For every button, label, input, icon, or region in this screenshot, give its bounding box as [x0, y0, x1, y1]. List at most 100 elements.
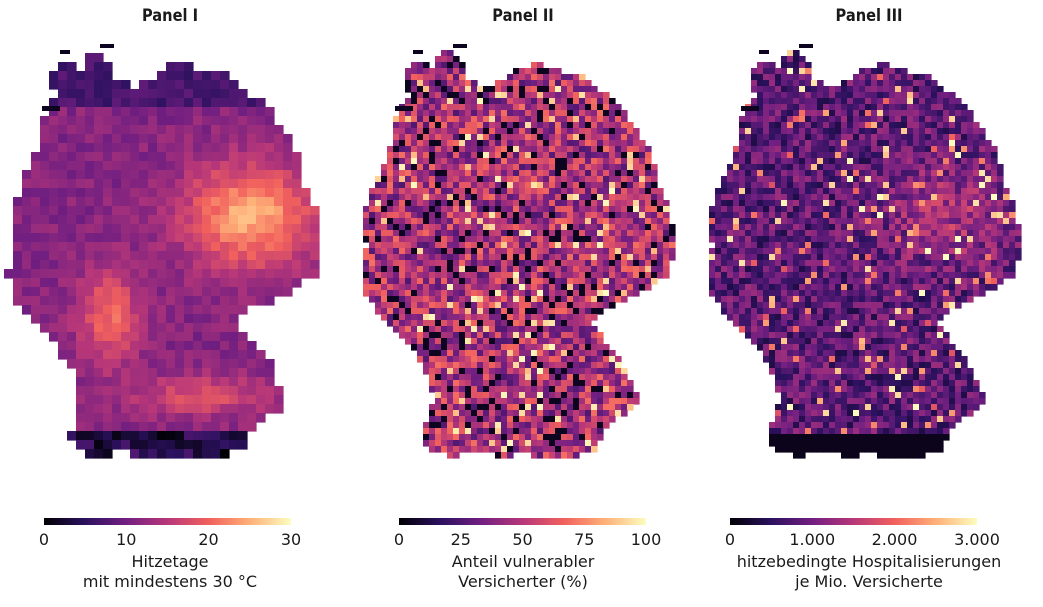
map-region-cell [787, 122, 794, 129]
map-region-cell [585, 224, 592, 231]
map-region-cell [645, 188, 652, 195]
map-region-cell [310, 242, 320, 252]
map-region-cell [507, 242, 514, 249]
map-region-cell [393, 302, 400, 309]
map-region-cell [585, 272, 592, 279]
map-region-cell [139, 134, 149, 144]
map-region-cell [513, 350, 520, 357]
map-region-cell [787, 218, 794, 225]
map-region-cell [40, 314, 50, 324]
map-region-cell [549, 80, 556, 87]
tick-label: 30 [280, 530, 302, 549]
map-region-cell [943, 230, 950, 237]
map-region-cell [495, 392, 502, 399]
map-region-cell [489, 86, 496, 93]
map-region-cell [597, 362, 604, 369]
map-region-cell [555, 416, 562, 423]
map-region-cell [859, 218, 866, 225]
map-region-cell [597, 182, 604, 189]
map-region-cell [919, 98, 926, 105]
map-region-cell [417, 110, 424, 117]
map-region-cell [555, 332, 562, 339]
map-region-cell [477, 248, 484, 255]
map-region-cell [447, 410, 454, 417]
map-region-cell [877, 80, 884, 87]
map-region-cell [447, 278, 454, 285]
map-region-cell [513, 92, 520, 99]
map-region-cell [973, 158, 980, 165]
map-region-cell [549, 140, 556, 147]
map-region-cell [591, 248, 598, 255]
map-region-cell [561, 146, 568, 153]
map-region-cell [363, 260, 370, 267]
map-region-cell [130, 305, 140, 315]
map-region-cell [13, 296, 23, 306]
map-region-cell [387, 248, 394, 255]
map-region-cell [265, 269, 275, 279]
map-region-cell [447, 314, 454, 321]
map-region-cell [465, 80, 472, 87]
map-region-cell [561, 326, 568, 333]
map-region-cell [919, 134, 926, 141]
map-region-cell [961, 104, 968, 111]
map-region-cell [793, 104, 800, 111]
map-region-cell [913, 236, 920, 243]
map-region-cell [220, 251, 230, 261]
map-region-cell [555, 374, 562, 381]
map-region-cell [943, 98, 950, 105]
map-region-cell [591, 224, 598, 231]
map-region-cell [175, 260, 185, 270]
map-region-cell [375, 260, 382, 267]
map-region-cell [561, 230, 568, 237]
map-region-cell [447, 446, 454, 453]
map-region-cell [519, 140, 526, 147]
map-region-cell [393, 188, 400, 195]
map-region-cell [513, 320, 520, 327]
map-region-cell [489, 116, 496, 123]
map-region-cell [513, 440, 520, 447]
map-region-cell [549, 206, 556, 213]
map-region-cell [579, 236, 586, 243]
map-region-cell [889, 74, 896, 81]
map-region-cell [375, 308, 382, 315]
map-region-cell [411, 92, 418, 99]
map-region-cell [405, 200, 412, 207]
map-region-cell [453, 170, 460, 177]
map-region-cell [769, 218, 776, 225]
map-region-cell [265, 395, 275, 405]
map-region-cell [585, 290, 592, 297]
map-region-cell [103, 386, 113, 396]
map-region-cell [715, 230, 722, 237]
map-region-cell [715, 212, 722, 219]
map-region-cell [393, 254, 400, 261]
map-region-cell [193, 206, 203, 216]
map-region-cell [67, 125, 77, 135]
map-region-cell [531, 314, 538, 321]
map-region-cell [489, 176, 496, 183]
map-region-cell [193, 197, 203, 207]
map-region-cell [757, 224, 764, 231]
map-region-cell [573, 452, 580, 459]
map-region-cell [555, 110, 562, 117]
map-region-cell [417, 320, 424, 327]
map-region-cell [919, 122, 926, 129]
map-region-cell [489, 188, 496, 195]
map-region-cell [513, 416, 520, 423]
map-region-cell [405, 218, 412, 225]
map-region-cell [429, 158, 436, 165]
map-region-cell [895, 164, 902, 171]
map-region-cell [211, 332, 221, 342]
map-region-cell [835, 158, 842, 165]
map-region-cell [489, 128, 496, 135]
map-region-cell [477, 116, 484, 123]
map-region-cell [883, 62, 890, 69]
map-region-cell [727, 182, 734, 189]
map-region-cell [229, 359, 239, 369]
map-region-cell [411, 128, 418, 135]
map-region-cell [657, 212, 664, 219]
map-region-cell [841, 236, 848, 243]
map-region-cell [615, 206, 622, 213]
map-region-cell [166, 305, 176, 315]
map-region-cell [955, 122, 962, 129]
map-region-cell [483, 308, 490, 315]
